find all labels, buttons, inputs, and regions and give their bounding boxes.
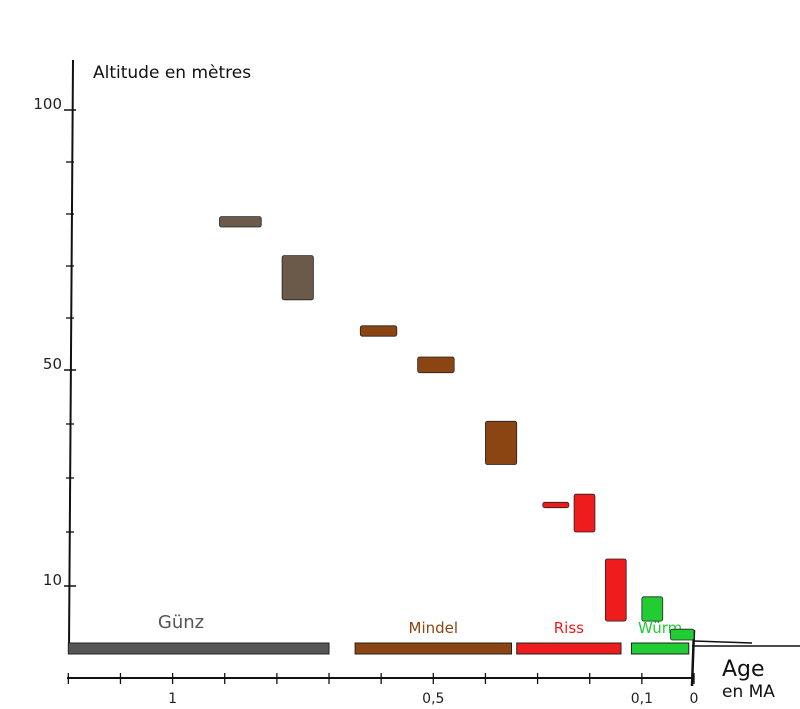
- glacial-stage-bars: Günz Mindel Riss Würm: [67, 612, 690, 655]
- stage-label-riss: Riss: [554, 619, 584, 637]
- x-tick-label: 0,5: [422, 691, 444, 707]
- stage-bar-würm: [630, 642, 690, 655]
- y-axis-label: Altitude en mètres: [93, 63, 251, 83]
- terrace-mark-8: [604, 558, 627, 622]
- baseline-line-2: [693, 640, 753, 644]
- stage-bar-riss: [516, 642, 622, 655]
- terrace-mark-9: [641, 596, 664, 622]
- x-tick-label: 1: [168, 691, 177, 707]
- terrace-mark-6: [542, 501, 570, 509]
- y-tick-label: 10: [43, 571, 62, 589]
- y-tick-label: 100: [33, 95, 62, 113]
- terrace-mark-5: [485, 420, 518, 465]
- stage-label-günz: Günz: [158, 612, 204, 633]
- terrace-mark-4: [417, 356, 455, 374]
- y-axis: 100 50 10: [33, 59, 76, 649]
- x-tick-label: 0,1: [631, 691, 653, 707]
- stage-bar-mindel: [354, 642, 513, 655]
- y-axis-line: [68, 59, 74, 649]
- terrace-mark-1: [219, 216, 262, 228]
- stage-bar-günz: [67, 642, 330, 655]
- stage-label-mindel: Mindel: [409, 619, 459, 637]
- x-axis-label-unit: en MA: [722, 682, 775, 702]
- terrace-mark-2: [281, 255, 314, 301]
- terrace-mark-10: [670, 628, 695, 641]
- terrace-mark-7: [573, 493, 596, 533]
- y-tick-label: 50: [43, 355, 62, 373]
- terrace-marks: [219, 216, 695, 641]
- x-axis-label-age: Age: [722, 657, 765, 682]
- x-axis: 1 0,5 0,1 0: [67, 629, 800, 707]
- terrace-mark-3: [359, 325, 398, 337]
- x-tick-label: 0: [690, 691, 699, 707]
